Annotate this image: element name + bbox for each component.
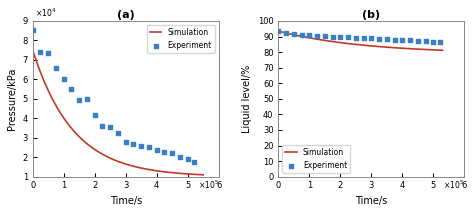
- Experiment: [99, 124, 106, 128]
- Title: (b): (b): [362, 10, 381, 20]
- Experiment: [290, 33, 298, 36]
- Experiment: [68, 87, 75, 91]
- Simulation: [111, 158, 117, 161]
- Experiment: [176, 155, 184, 159]
- Legend: Simulation, Experiment: Simulation, Experiment: [282, 145, 350, 173]
- Experiment: [168, 152, 176, 155]
- Simulation: [196, 173, 202, 176]
- Line: Simulation: Simulation: [33, 50, 203, 175]
- Experiment: [161, 151, 168, 154]
- Y-axis label: Pressure/kPa: Pressure/kPa: [7, 68, 17, 130]
- Experiment: [190, 160, 198, 164]
- Simulation: [275, 30, 281, 32]
- Experiment: [75, 98, 83, 101]
- Experiment: [406, 39, 414, 42]
- X-axis label: Time/s: Time/s: [355, 196, 388, 206]
- Line: Simulation: Simulation: [278, 31, 443, 50]
- Experiment: [329, 35, 337, 38]
- Experiment: [91, 114, 99, 117]
- Text: $\times10^5$: $\times10^5$: [443, 178, 465, 191]
- Simulation: [374, 45, 379, 48]
- Experiment: [114, 131, 122, 135]
- X-axis label: Time/s: Time/s: [109, 196, 142, 206]
- Experiment: [274, 29, 282, 33]
- Experiment: [368, 37, 375, 40]
- Legend: Simulation, Experiment: Simulation, Experiment: [147, 25, 215, 53]
- Experiment: [83, 97, 91, 101]
- Experiment: [422, 40, 429, 43]
- Experiment: [29, 28, 36, 32]
- Experiment: [52, 66, 60, 69]
- Y-axis label: Liquid level/%: Liquid level/%: [242, 65, 252, 133]
- Simulation: [122, 163, 128, 165]
- Experiment: [313, 34, 321, 37]
- Experiment: [399, 38, 406, 42]
- Experiment: [375, 37, 383, 41]
- Experiment: [36, 50, 44, 54]
- Experiment: [352, 36, 360, 39]
- Simulation: [354, 43, 359, 46]
- Experiment: [429, 40, 437, 43]
- Experiment: [122, 140, 129, 143]
- Simulation: [131, 165, 137, 168]
- Text: $\times10^4$: $\times10^4$: [35, 7, 56, 19]
- Simulation: [440, 49, 446, 52]
- Experiment: [321, 34, 328, 38]
- Experiment: [436, 40, 443, 44]
- Simulation: [170, 171, 175, 174]
- Simulation: [112, 159, 118, 161]
- Simulation: [355, 43, 360, 46]
- Experiment: [137, 145, 145, 148]
- Experiment: [45, 51, 52, 55]
- Experiment: [383, 37, 391, 41]
- Experiment: [298, 33, 305, 37]
- Simulation: [410, 48, 416, 50]
- Simulation: [436, 49, 442, 51]
- Experiment: [306, 33, 313, 37]
- Experiment: [337, 35, 344, 39]
- Experiment: [344, 36, 352, 39]
- Experiment: [283, 31, 290, 34]
- Experiment: [184, 157, 191, 161]
- Text: $\times10^5$: $\times10^5$: [198, 178, 219, 191]
- Title: (a): (a): [117, 10, 135, 20]
- Experiment: [107, 125, 114, 129]
- Experiment: [360, 36, 367, 40]
- Experiment: [391, 38, 399, 41]
- Experiment: [130, 142, 137, 145]
- Simulation: [201, 174, 206, 176]
- Experiment: [60, 78, 67, 81]
- Simulation: [30, 49, 36, 52]
- Experiment: [414, 39, 422, 42]
- Experiment: [153, 149, 161, 152]
- Experiment: [145, 146, 153, 149]
- Simulation: [365, 44, 370, 47]
